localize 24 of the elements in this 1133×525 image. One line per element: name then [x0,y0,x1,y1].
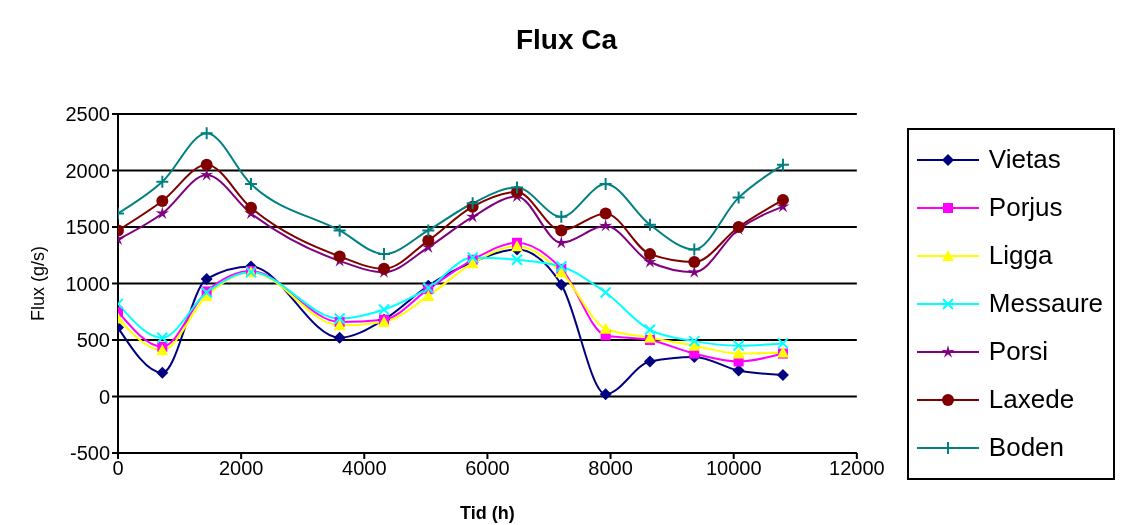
x-tick-label: 10000 [705,457,762,480]
chart-title: Flux Ca [514,23,619,57]
y-tick-label: 2500 [65,103,110,126]
y-tick-label: 2000 [65,159,110,182]
y-tick-label: 0 [98,385,110,408]
y-tick-label: -500 [69,442,110,465]
y-tick-label: 1500 [65,216,110,239]
x-axis-title: Tid (h) [460,503,515,523]
legend-label: Boden [988,432,1065,463]
x-tick-label: 2000 [218,457,264,480]
legend-label: Vietas [988,144,1061,175]
x-tick-label: 8000 [588,457,633,480]
legend-label: Ligga [988,240,1053,271]
legend-label: Porsi [988,336,1049,367]
x-tick-label: 12000 [829,457,885,480]
y-tick-label: 1000 [65,272,110,295]
y-tick-label: 500 [76,329,110,352]
x-tick-label: 0 [112,457,124,480]
legend-label: Porjus [988,192,1063,223]
y-axis-title: Flux (g/s) [28,245,49,322]
legend-label: Laxede [988,384,1075,415]
x-tick-label: 6000 [465,457,510,480]
legend-label: Messaure [988,288,1103,319]
x-tick-label: 4000 [342,457,387,480]
